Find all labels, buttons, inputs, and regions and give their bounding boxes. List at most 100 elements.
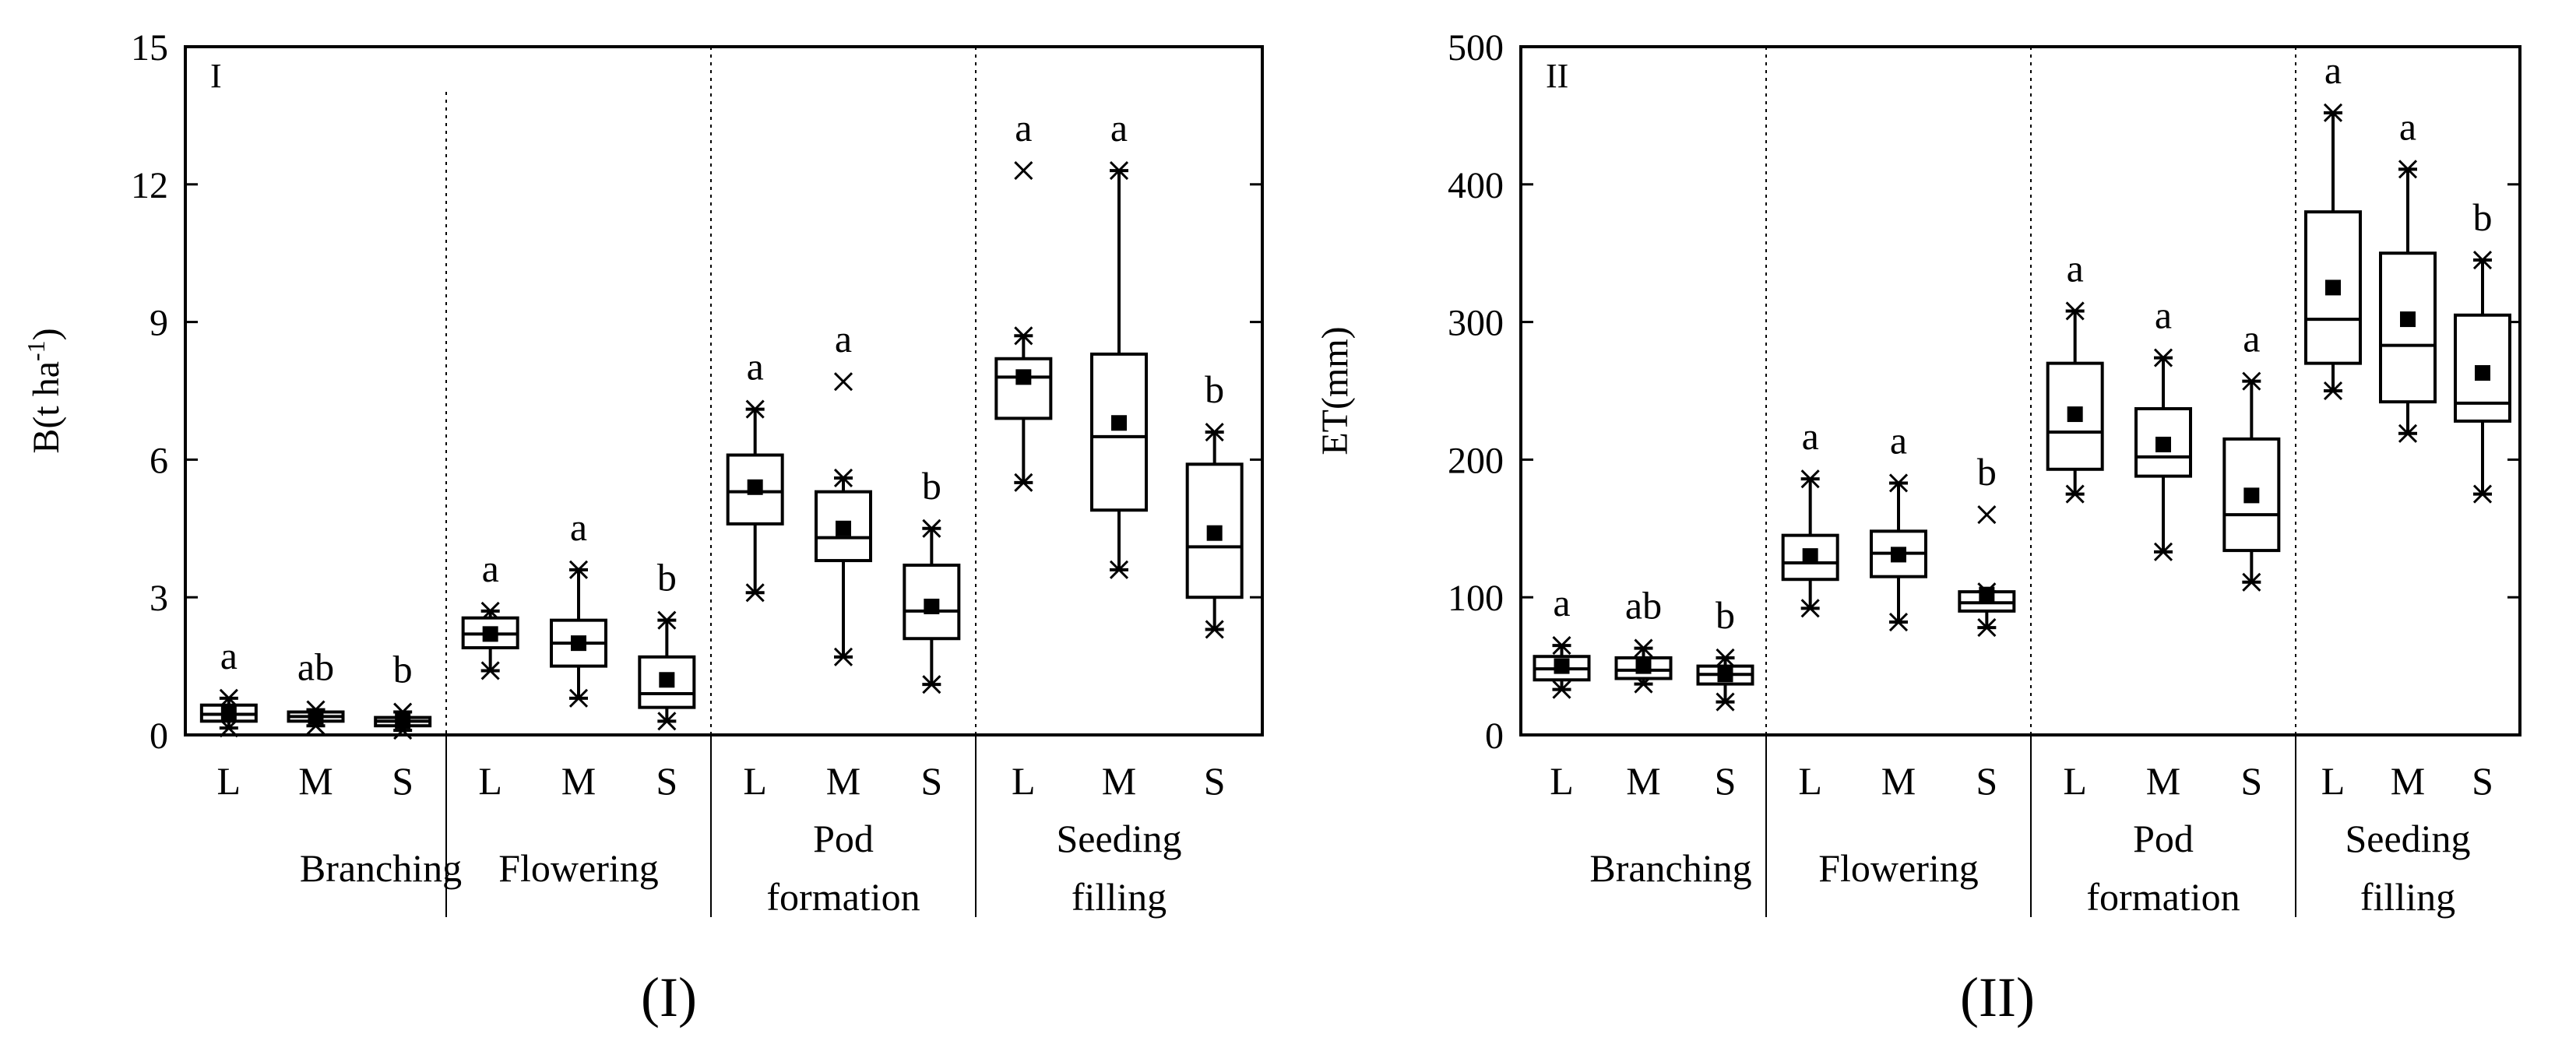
- y-tick-label: 0: [1485, 715, 1504, 757]
- plot-frame: [1519, 45, 2521, 736]
- min-marker: [568, 688, 589, 708]
- y-tick-label: 400: [1448, 165, 1504, 206]
- mean-marker: [2325, 279, 2341, 296]
- x-group-label: S: [392, 759, 413, 803]
- y-tick-label: 12: [131, 165, 168, 206]
- stage-label-line2: formation: [766, 875, 920, 919]
- significance-letter: b: [393, 648, 413, 691]
- x-group-label: M: [561, 759, 596, 803]
- stage-label-line2: filling: [1072, 875, 1167, 919]
- significance-letter: b: [1977, 450, 1997, 494]
- mean-marker: [924, 598, 940, 614]
- stage-label: Branching: [300, 846, 462, 890]
- significance-letter: b: [657, 556, 677, 599]
- max-marker: [745, 399, 765, 419]
- max-marker: [2153, 348, 2173, 367]
- max-marker: [2472, 250, 2493, 270]
- max-marker: [1109, 161, 1129, 181]
- x-group-label: L: [1550, 759, 1574, 803]
- mean-marker: [1554, 658, 1570, 674]
- min-marker: [1800, 599, 1820, 618]
- max-marker: [2065, 301, 2085, 321]
- x-group-label: M: [1881, 759, 1916, 803]
- box-S-stage-2: a: [2222, 317, 2281, 592]
- min-marker: [922, 675, 941, 694]
- box-S-stage-2: b: [903, 464, 961, 694]
- panel-caption: (I): [641, 966, 697, 1028]
- x-group-label: L: [478, 759, 502, 803]
- min-marker: [657, 712, 677, 731]
- x-group-label: M: [298, 759, 333, 803]
- mean-marker: [2155, 436, 2171, 452]
- significance-letter: ab: [297, 645, 334, 689]
- panel-1-biomass: 0 3 6 9 12 15 B(t ha-1) I L M S Branching L M S Floweri…: [22, 27, 1264, 1028]
- box-iqr: [994, 357, 1053, 420]
- x-group-label: S: [1976, 759, 1997, 803]
- panel-label: II: [1546, 57, 1568, 95]
- min-marker: [2065, 484, 2085, 504]
- significance-letter: b: [922, 464, 941, 508]
- stage-label-line2: formation: [2086, 875, 2240, 919]
- mean-marker: [2067, 406, 2083, 423]
- mean-marker: [1717, 666, 1733, 683]
- min-marker: [1109, 560, 1129, 579]
- x-group-label: L: [217, 759, 241, 803]
- box-L-stage-1: a: [461, 547, 519, 680]
- x-group-label: M: [2146, 759, 2180, 803]
- y-axis-label: ET(mm): [1314, 326, 1356, 455]
- max-marker: [1800, 469, 1820, 489]
- y-tick-label: 500: [1448, 27, 1504, 69]
- y-tick-label: 200: [1448, 440, 1504, 481]
- max-marker: [568, 560, 589, 579]
- max-marker: [2323, 103, 2343, 122]
- significance-letter: a: [2243, 317, 2260, 360]
- min-marker: [2242, 572, 2261, 592]
- mean-marker: [1111, 415, 1127, 431]
- significance-letter: b: [2473, 195, 2493, 239]
- mean-marker: [659, 672, 675, 688]
- max-marker: [2242, 371, 2261, 391]
- x-group-label: S: [2240, 759, 2262, 803]
- min-marker: [1205, 620, 1224, 639]
- significance-letter: a: [2324, 48, 2342, 92]
- stage-label: Flowering: [1818, 846, 1979, 890]
- mean-marker: [2475, 365, 2490, 381]
- y-axis-label-main: B(t ha: [26, 361, 67, 454]
- panel-caption: (II): [1960, 966, 2035, 1028]
- x-group-label: S: [2472, 759, 2493, 803]
- significance-letter: a: [570, 505, 587, 549]
- x-group-label: L: [743, 759, 767, 803]
- significance-letter: a: [1890, 418, 1907, 462]
- max-marker: [1634, 638, 1653, 658]
- box-L-stage-2: a: [2046, 246, 2104, 504]
- mean-marker: [1635, 658, 1652, 674]
- mean-marker: [308, 708, 324, 725]
- min-marker: [480, 661, 500, 680]
- min-marker: [1888, 612, 1909, 632]
- significance-letter: b: [1716, 593, 1735, 637]
- box-M-stage-2: a: [2134, 294, 2192, 561]
- max-marker: [657, 610, 677, 630]
- max-marker: [922, 518, 941, 538]
- min-marker: [2398, 424, 2418, 443]
- max-marker: [1205, 422, 1224, 442]
- mean-marker: [220, 706, 237, 722]
- min-marker: [1552, 680, 1571, 699]
- stage-label-line1: Seeding: [2345, 817, 2470, 860]
- plot-frame: [184, 45, 1264, 736]
- y-tick-label: 0: [150, 715, 168, 757]
- box-M-stage-3: a: [1090, 106, 1148, 579]
- y-tick-label: 9: [150, 303, 168, 344]
- box-M-stage-2: a: [815, 317, 872, 666]
- max-marker: [1552, 636, 1571, 656]
- box-M-stage-0: ab: [1614, 584, 1673, 694]
- mean-marker: [395, 713, 411, 729]
- outlier-marker: [1014, 161, 1033, 181]
- x-group-label: L: [2321, 759, 2345, 803]
- box-L-stage-3: a: [2304, 48, 2362, 401]
- x-group-label: M: [1626, 759, 1660, 803]
- box-S-stage-1: b: [638, 556, 696, 731]
- box-L-stage-3: a: [994, 106, 1053, 492]
- box-S-stage-0: b: [374, 648, 432, 740]
